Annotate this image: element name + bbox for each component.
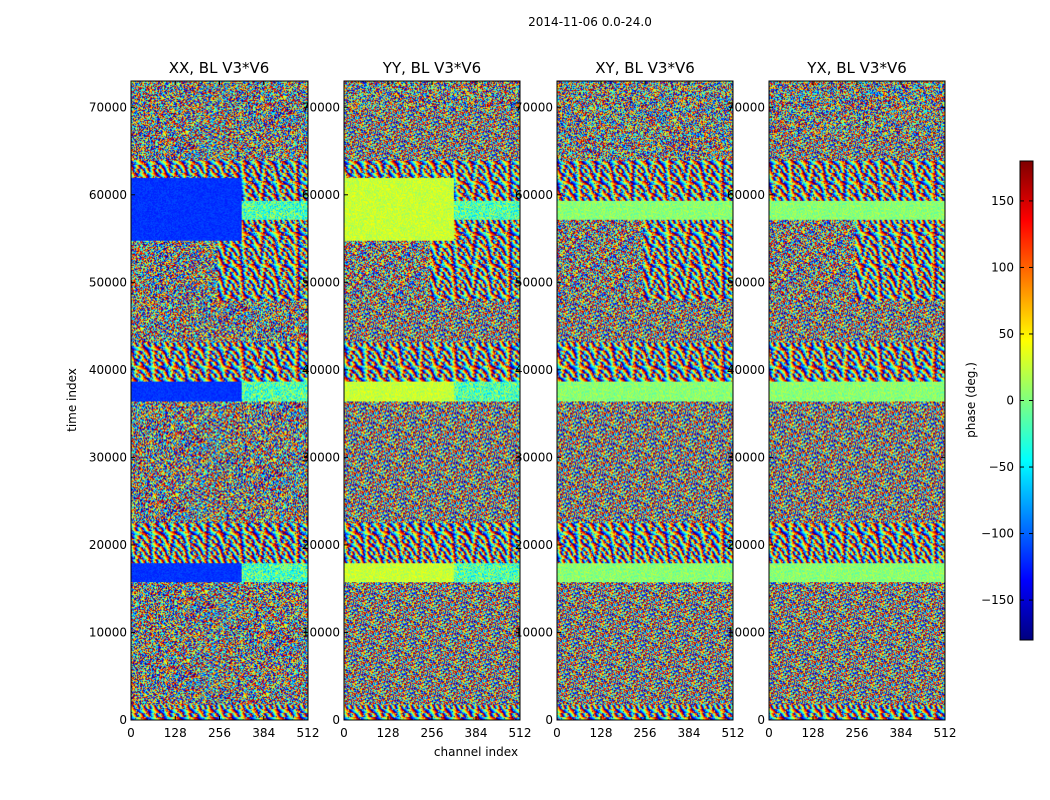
- colorbar-tick-label: −50: [989, 460, 1014, 474]
- phase-heatmap: [557, 81, 733, 720]
- colorbar-tick-label: 100: [991, 260, 1014, 274]
- panel-yy: YY, BL V3*V6 0 128 256 384 512 0 10000 20000 300…: [302, 59, 532, 740]
- panel-title: YX, BL V3*V6: [806, 59, 907, 77]
- x-tick-label: 256: [421, 726, 444, 740]
- x-tick-label: 256: [208, 726, 231, 740]
- y-tick-label: 30000: [515, 450, 553, 464]
- y-tick-label: 10000: [89, 625, 127, 639]
- x-tick-label: 384: [465, 726, 488, 740]
- x-tick-label: 384: [890, 726, 913, 740]
- x-tick-label: 0: [127, 726, 135, 740]
- y-tick-label: 60000: [89, 188, 127, 202]
- x-tick-label: 128: [164, 726, 187, 740]
- y-tick-label: 40000: [302, 363, 340, 377]
- panel-title: XY, BL V3*V6: [595, 59, 695, 77]
- colorbar-label: phase (deg.): [964, 362, 978, 438]
- y-axis-label: time index: [65, 368, 79, 432]
- colorbar-tick-label: 150: [991, 194, 1014, 208]
- colorbar-tick-label: −150: [981, 593, 1014, 607]
- y-tick-label: 10000: [515, 625, 553, 639]
- x-tick-label: 384: [252, 726, 275, 740]
- x-tick-label: 512: [509, 726, 532, 740]
- y-tick-label: 20000: [302, 538, 340, 552]
- axis-ticks: 0 128 256 384 512 0 10000 20000 30000 40000 50000 6…: [515, 81, 745, 740]
- y-tick-label: 0: [332, 713, 340, 727]
- y-tick-label: 70000: [302, 100, 340, 114]
- y-tick-label: 30000: [302, 450, 340, 464]
- y-tick-label: 20000: [89, 538, 127, 552]
- colorbar-tick-label: 50: [999, 327, 1014, 341]
- x-axis-label: channel index: [434, 745, 518, 759]
- x-tick-label: 128: [590, 726, 613, 740]
- y-tick-label: 50000: [302, 275, 340, 289]
- y-tick-label: 10000: [302, 625, 340, 639]
- y-tick-label: 30000: [89, 450, 127, 464]
- y-tick-label: 0: [545, 713, 553, 727]
- phase-heatmap: [344, 81, 520, 720]
- y-tick-label: 60000: [727, 188, 765, 202]
- colorbar-tick-label: 0: [1006, 394, 1014, 408]
- x-tick-label: 512: [297, 726, 320, 740]
- y-tick-label: 30000: [727, 450, 765, 464]
- y-tick-label: 10000: [727, 625, 765, 639]
- x-tick-label: 128: [802, 726, 825, 740]
- y-tick-label: 40000: [515, 363, 553, 377]
- x-tick-label: 128: [377, 726, 400, 740]
- y-tick-label: 60000: [515, 188, 553, 202]
- y-tick-label: 70000: [727, 100, 765, 114]
- y-tick-label: 70000: [515, 100, 553, 114]
- panel-yx: YX, BL V3*V6 0 128 256 384 512 0 10000 20000 300…: [727, 59, 957, 740]
- y-tick-label: 50000: [727, 275, 765, 289]
- y-tick-label: 70000: [89, 100, 127, 114]
- y-tick-label: 50000: [89, 275, 127, 289]
- y-tick-label: 0: [119, 713, 127, 727]
- y-tick-label: 40000: [727, 363, 765, 377]
- x-tick-label: 256: [846, 726, 869, 740]
- x-tick-label: 256: [634, 726, 657, 740]
- y-tick-label: 20000: [727, 538, 765, 552]
- panel-xx: XX, BL V3*V6 0 128 256 384 512 0 10000 20000 300…: [89, 59, 320, 740]
- x-tick-label: 384: [678, 726, 701, 740]
- x-tick-label: 512: [934, 726, 957, 740]
- y-tick-label: 40000: [89, 363, 127, 377]
- phase-heatmap: [131, 81, 308, 720]
- colorbar-ticks: −150 −100 −50 0 50 100 150: [981, 194, 1033, 607]
- x-tick-label: 0: [340, 726, 348, 740]
- panel-xy: XY, BL V3*V6 0 128 256 384 512 0 10000 20000 300…: [515, 59, 745, 740]
- x-tick-label: 512: [722, 726, 745, 740]
- y-tick-label: 60000: [302, 188, 340, 202]
- figure-suptitle: 2014-11-06 0.0-24.0: [528, 15, 652, 29]
- y-tick-label: 20000: [515, 538, 553, 552]
- panel-title: XX, BL V3*V6: [169, 59, 270, 77]
- phase-heatmap: [769, 81, 945, 720]
- axis-ticks: 0 128 256 384 512 0 10000 20000 30000 40000 50000 6…: [89, 81, 320, 740]
- colorbar-tick-label: −100: [981, 527, 1014, 541]
- x-tick-label: 0: [765, 726, 773, 740]
- y-tick-label: 0: [757, 713, 765, 727]
- axis-ticks: 0 128 256 384 512 0 10000 20000 30000 40000 50000 6…: [302, 81, 532, 740]
- panel-title: YY, BL V3*V6: [382, 59, 481, 77]
- axis-ticks: 0 128 256 384 512 0 10000 20000 30000 40000 50000 6…: [727, 81, 957, 740]
- colorbar: −150 −100 −50 0 50 100 150 phase (deg.): [964, 160, 1034, 641]
- x-tick-label: 0: [553, 726, 561, 740]
- y-tick-label: 50000: [515, 275, 553, 289]
